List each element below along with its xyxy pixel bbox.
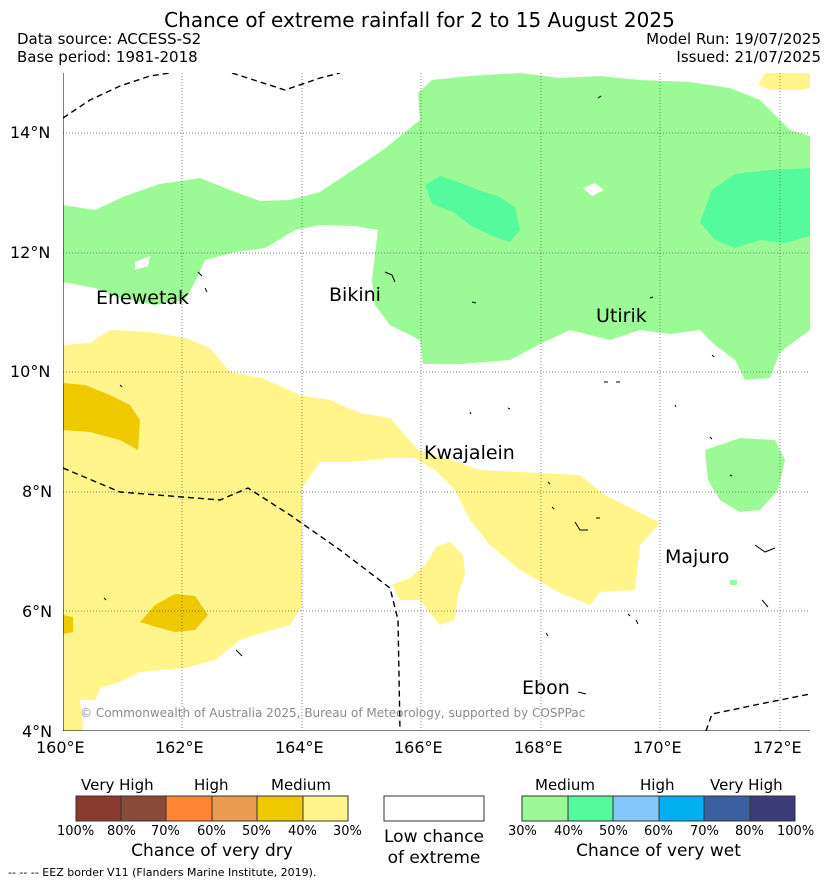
lat-tick: 10°N [10, 362, 51, 381]
wet-colorbar [521, 795, 796, 822]
model-run: Model Run: 19/07/2025 [646, 30, 821, 48]
place-label-enewetak: Enewetak [96, 287, 190, 309]
base-period: Base period: 1981-2018 [17, 48, 198, 66]
lon-tick: 162°E [155, 738, 204, 757]
copyright-notice: © Commonwealth of Australia 2025, Bureau… [80, 706, 586, 720]
data-source: Data source: ACCESS-S2 [17, 30, 202, 48]
dry-percent: 60% [197, 824, 226, 839]
wet-level-label: Medium [535, 776, 595, 794]
lon-tick: 170°E [633, 738, 682, 757]
wet-level-label: High [640, 776, 675, 794]
dry-percent: 80% [107, 824, 136, 839]
low-chance-line2: of extreme [387, 848, 481, 868]
place-label-majuro: Majuro [665, 546, 730, 568]
lon-tick: 164°E [275, 738, 324, 757]
dry-level-label: Medium [271, 776, 331, 794]
wet-level-label: Very High [710, 776, 783, 794]
dry-percent: 30% [333, 824, 362, 839]
islands [103, 95, 776, 695]
dry-percent: 40% [288, 824, 317, 839]
wet-percent: 70% [690, 824, 719, 839]
lon-tick: 168°E [514, 738, 563, 757]
wet-colorbar-label: Chance of very wet [576, 841, 741, 861]
dry-level-label: High [194, 776, 229, 794]
dry-colorbar-label: Chance of very dry [131, 841, 293, 861]
lat-tick: 6°N [22, 602, 53, 621]
dry-colorbar [75, 795, 349, 822]
low-chance-box [383, 795, 485, 822]
lat-tick: 14°N [10, 123, 51, 142]
wet-medium-region [63, 73, 810, 380]
wet-percent: 80% [735, 824, 764, 839]
wet-percent: 30% [508, 824, 537, 839]
place-label-ebon: Ebon [522, 677, 570, 699]
dry-percent: 70% [151, 824, 180, 839]
lat-tick: 8°N [22, 482, 53, 501]
wet-percent: 100% [777, 824, 815, 839]
place-label-kwajalein: Kwajalein [424, 442, 515, 464]
dry-percent: 50% [242, 824, 271, 839]
wet-percent: 60% [644, 824, 673, 839]
place-label-bikini: Bikini [329, 284, 381, 306]
dry-percent: 100% [57, 824, 95, 839]
lat-tick: 4°N [22, 722, 53, 741]
wet-percent: 50% [599, 824, 628, 839]
dry-40-region [63, 383, 140, 450]
lon-tick: 166°E [394, 738, 443, 757]
place-label-utirik: Utirik [596, 305, 647, 327]
eez-border [63, 73, 810, 731]
wet-40-region [425, 176, 520, 242]
lat-tick: 12°N [10, 243, 51, 262]
low-chance-line1: Low chance [384, 827, 484, 847]
eez-footnote: -- -- -- EEZ border V11 (Flanders Marine… [8, 866, 317, 879]
issued-date: Issued: 21/07/2025 [676, 48, 821, 66]
dry-medium-region [63, 330, 660, 731]
lon-tick: 172°E [753, 738, 802, 757]
map-title: Chance of extreme rainfall for 2 to 15 A… [164, 8, 675, 32]
dry-level-label: Very High [81, 776, 154, 794]
wet-percent: 40% [554, 824, 583, 839]
lon-tick: 160°E [36, 738, 85, 757]
